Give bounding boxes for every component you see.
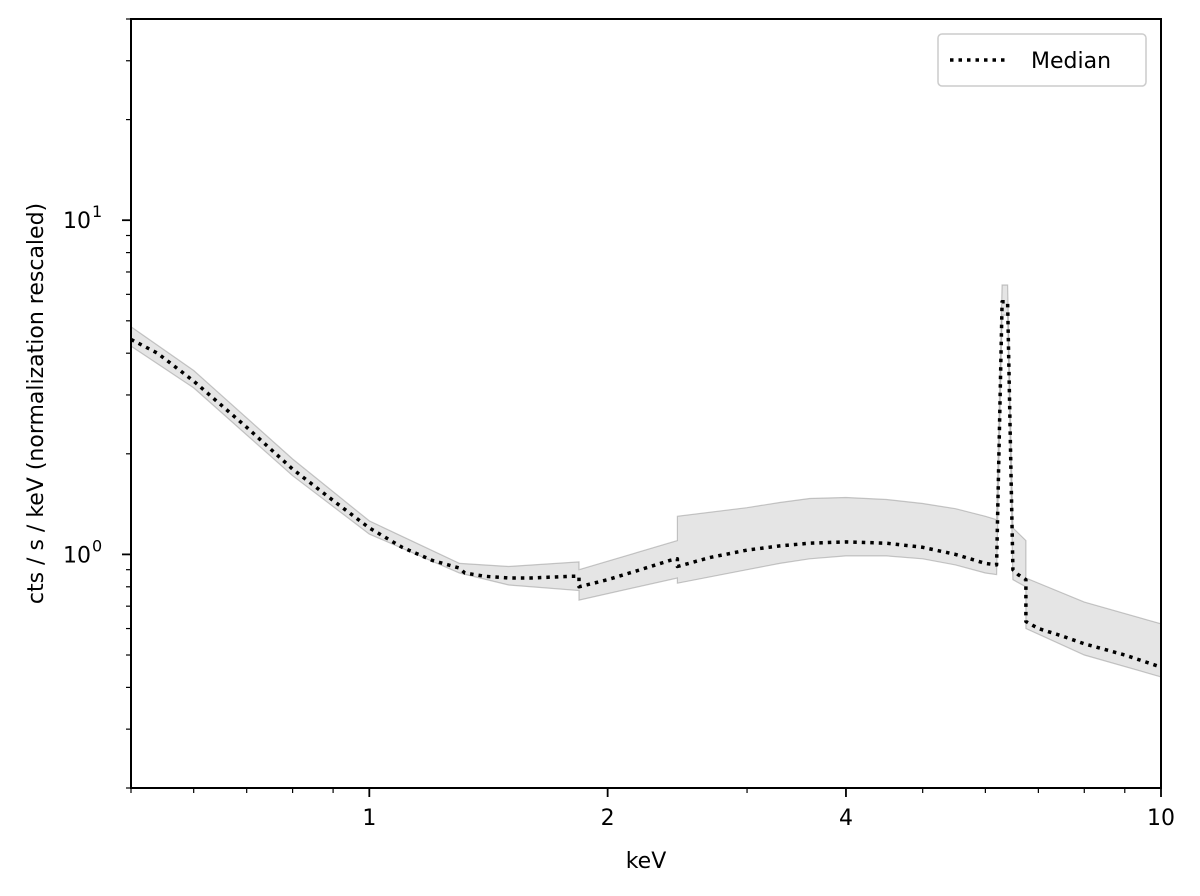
y-tick-label-exponent: 1 — [92, 202, 102, 221]
legend-box — [937, 33, 1147, 87]
y-axis-label: cts / s / keV (normalization rescaled) — [24, 203, 49, 604]
model-band-lower-edge — [130, 314, 1162, 678]
x-axis-label: keV — [626, 849, 667, 874]
model-band-upper-edge — [130, 284, 1162, 625]
plot-frame — [130, 18, 1162, 789]
x-tick-label: 4 — [839, 806, 853, 831]
y-tick-label-exponent: 0 — [92, 536, 102, 555]
x-axis-ticks: 1 2 4 10 — [130, 788, 1175, 831]
model-band-fill — [131, 285, 1161, 677]
x-tick-label: 2 — [601, 806, 615, 831]
y-tick-label: 10 — [63, 543, 91, 568]
y-tick-label: 10 — [63, 209, 91, 234]
median-line — [130, 300, 1162, 669]
legend: Median — [937, 33, 1147, 87]
median-line-layer — [130, 300, 1162, 669]
legend-label-median: Median — [1031, 49, 1111, 74]
x-tick-label: 1 — [362, 806, 376, 831]
x-tick-label: 10 — [1147, 806, 1175, 831]
model-band — [130, 284, 1162, 678]
